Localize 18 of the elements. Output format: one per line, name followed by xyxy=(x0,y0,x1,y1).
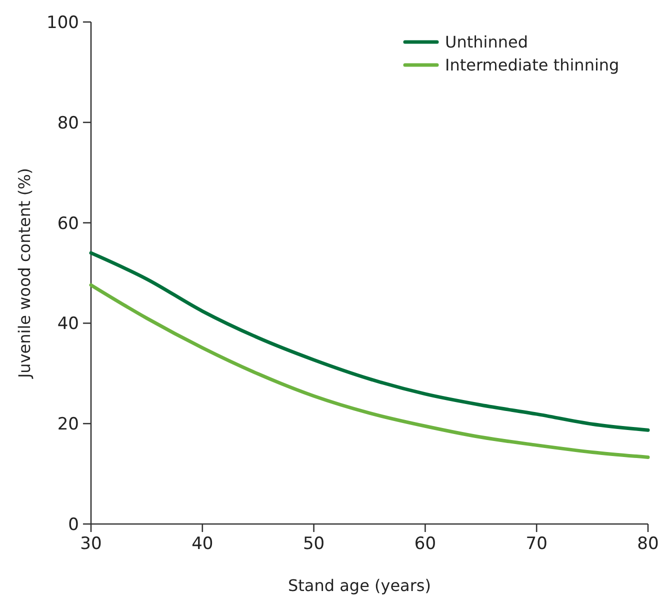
y-tick-label: 80 xyxy=(57,113,79,134)
y-axis-title: Juvenile wood content (%) xyxy=(15,168,34,380)
x-tick-label: 40 xyxy=(192,534,214,554)
x-tick-label: 50 xyxy=(302,534,325,554)
y-tick-label: 20 xyxy=(57,414,79,435)
y-tick-label: 60 xyxy=(57,214,79,234)
y-tick-label: 100 xyxy=(46,12,79,33)
line-series xyxy=(89,251,650,432)
legend-label: Unthinned xyxy=(445,32,528,52)
x-axis-title: Stand age (years) xyxy=(288,576,432,595)
x-tick-label: 70 xyxy=(526,534,548,554)
legend-label: Intermediate thinning xyxy=(445,56,620,75)
y-tick-label: 0 xyxy=(68,514,79,535)
y-tick-label: 40 xyxy=(57,314,79,334)
x-tick-label: 60 xyxy=(414,534,436,554)
x-tick-label: 30 xyxy=(80,534,102,554)
x-tick-label: 80 xyxy=(637,534,659,554)
line-series xyxy=(89,283,650,459)
